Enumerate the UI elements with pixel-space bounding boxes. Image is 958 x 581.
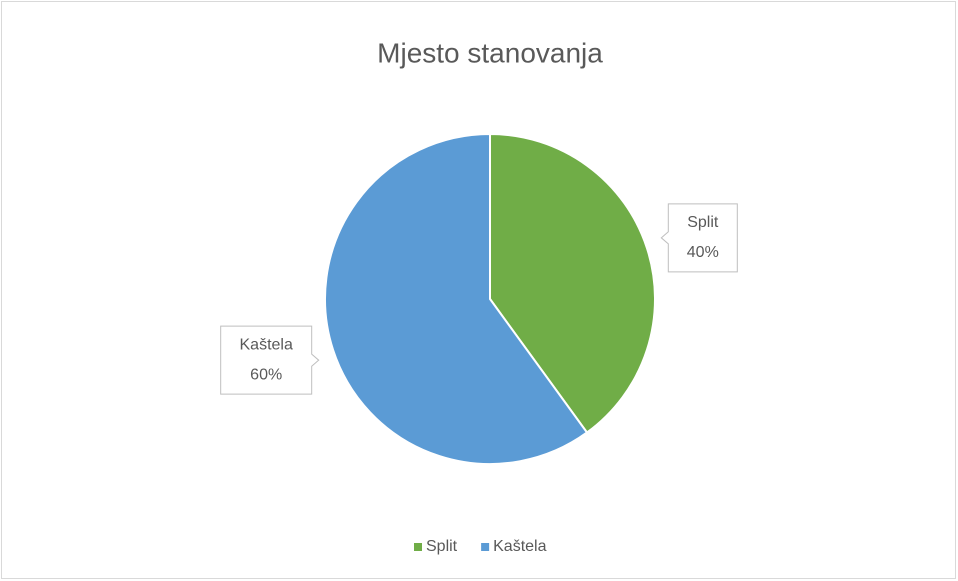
data-label-value: 40% [687, 244, 719, 261]
chart-title: Mjesto stanovanja [377, 37, 603, 68]
data-label-value: 60% [250, 366, 282, 383]
legend-swatch [481, 543, 490, 551]
pie-slice [324, 132, 589, 465]
legend-swatch [414, 543, 422, 551]
legend-label: Kaštela [493, 538, 546, 555]
pie-slice [489, 132, 656, 434]
callout-box [220, 325, 320, 395]
legend-label: Split [426, 538, 458, 555]
data-label-category: Kaštela [240, 336, 293, 353]
data-label-category: Split [687, 214, 719, 231]
callout-box [660, 203, 738, 273]
